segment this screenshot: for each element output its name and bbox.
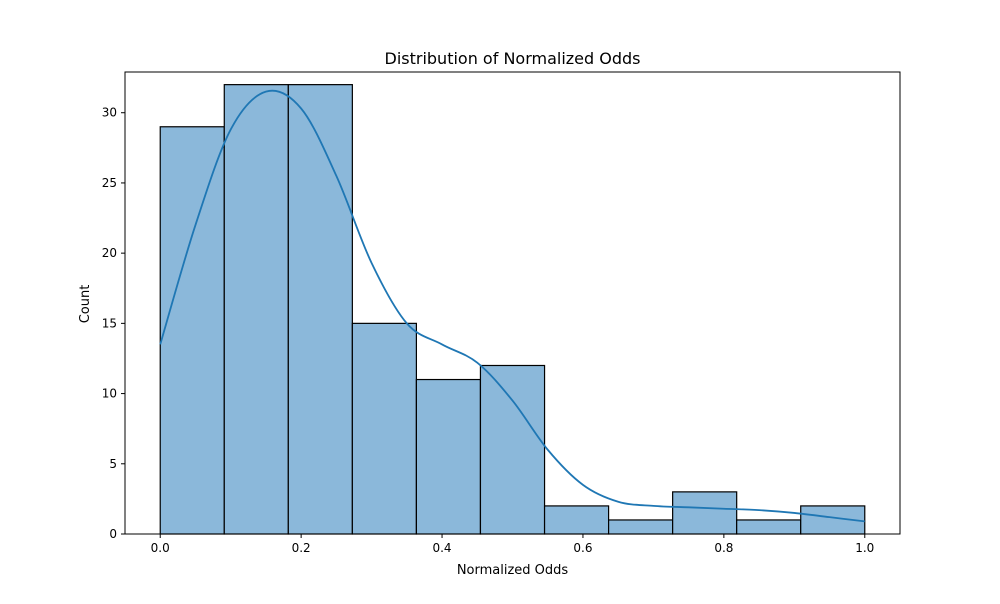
y-tick-label: 5 xyxy=(109,457,117,471)
y-axis-ticks: 0 5 10 15 20 25 30 xyxy=(102,106,125,541)
y-tick-label: 20 xyxy=(102,246,117,260)
y-tick-label: 30 xyxy=(102,106,117,120)
histogram-bar-5 xyxy=(415,378,482,535)
y-tick-label: 0 xyxy=(109,527,117,541)
x-tick-label: 0.8 xyxy=(714,541,733,555)
histogram-bar-8 xyxy=(607,519,674,535)
histogram-bar-1 xyxy=(159,126,225,535)
histogram-bar-9 xyxy=(672,491,738,535)
y-tick-label: 25 xyxy=(102,176,117,190)
x-axis-label: Normalized Odds xyxy=(457,563,569,578)
histogram-bar-3 xyxy=(287,84,353,535)
y-axis-label: Count xyxy=(78,285,93,324)
x-tick-label: 0.4 xyxy=(432,541,451,555)
histogram-bar-10 xyxy=(736,519,802,535)
bars-layer xyxy=(159,84,866,535)
x-tick-label: 0.6 xyxy=(573,541,592,555)
y-tick-label: 10 xyxy=(102,387,117,401)
histogram-bar-6 xyxy=(479,364,546,535)
histogram-bar-2 xyxy=(223,84,289,535)
x-tick-label: 1.0 xyxy=(855,541,874,555)
histogram-bar-7 xyxy=(543,505,610,535)
x-tick-label: 0.0 xyxy=(151,541,170,555)
y-tick-label: 15 xyxy=(102,316,117,330)
x-axis-ticks: 0.0 0.2 0.4 0.6 0.8 1.0 xyxy=(151,534,874,555)
chart-title: Distribution of Normalized Odds xyxy=(385,49,641,68)
histogram-bar-4 xyxy=(351,322,417,535)
kde-curve xyxy=(159,89,865,523)
plot-frame xyxy=(124,71,901,535)
x-tick-label: 0.2 xyxy=(292,541,311,555)
